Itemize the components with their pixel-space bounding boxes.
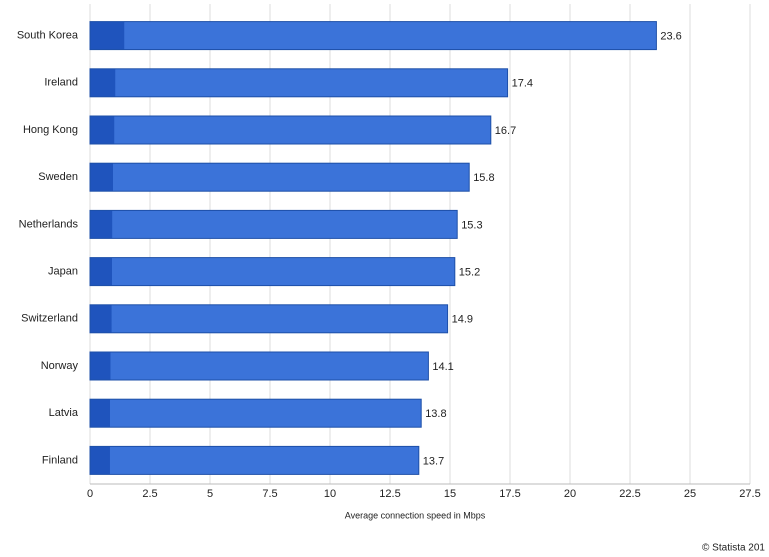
y-tick-label: Netherlands [19,218,79,230]
y-tick-label: Sweden [38,171,78,183]
x-tick-label: 7.5 [262,488,277,500]
value-label: 16.7 [495,125,516,137]
value-label: 15.8 [473,172,494,184]
x-tick-label: 22.5 [619,488,640,500]
y-tick-label: Finland [42,454,78,466]
x-tick-label: 5 [207,488,213,500]
x-axis-title: Average connection speed in Mbps [345,510,486,520]
value-label: 15.3 [461,219,482,231]
x-tick-label: 17.5 [499,488,520,500]
x-tick-label: 0 [87,488,93,500]
value-label: 14.1 [432,361,453,373]
x-tick-label: 25 [684,488,696,500]
x-tick-label: 2.5 [142,488,157,500]
bar [89,351,429,381]
y-tick-label: Japan [48,266,78,278]
x-tick-label: 15 [444,488,456,500]
bar [89,445,420,475]
bar [89,162,470,192]
x-tick-label: 10 [324,488,336,500]
y-tick-label: Norway [41,360,79,372]
x-tick-label: 27.5 [739,488,760,500]
bar [89,68,509,98]
bar [89,257,456,287]
value-label: 13.7 [423,455,444,467]
y-tick-label: Switzerland [21,313,78,325]
credit: © Statista 201 [702,543,765,554]
bar [89,21,657,51]
value-label: 13.8 [425,408,446,420]
value-label: 15.2 [459,267,480,279]
bar [89,304,449,334]
value-label: 17.4 [512,78,533,90]
y-tick-label: Ireland [44,77,78,89]
y-tick-label: South Korea [17,30,79,42]
x-tick-label: 20 [564,488,576,500]
x-tick-label: 12.5 [379,488,400,500]
bar [89,209,458,239]
y-tick-label: Hong Kong [23,124,78,136]
bar [89,398,422,428]
y-tick-label: Latvia [49,407,79,419]
bar [89,115,492,145]
value-label: 14.9 [452,314,473,326]
value-label: 23.6 [660,31,681,43]
